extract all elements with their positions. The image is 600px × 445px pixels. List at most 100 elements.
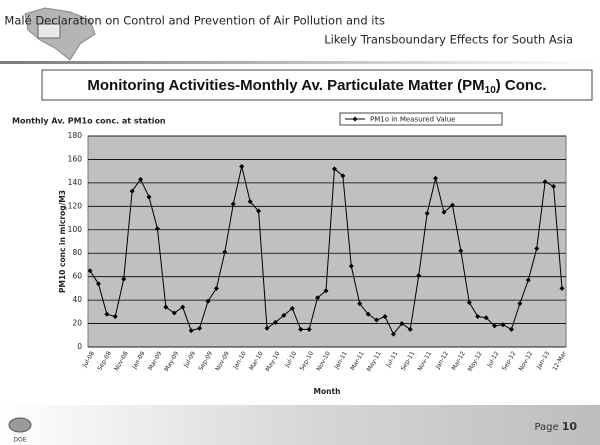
marker — [222, 249, 228, 255]
page-num: 10 — [562, 420, 578, 433]
marker — [87, 268, 93, 274]
x-tick-label: Mar-10 — [248, 350, 265, 372]
page-number: Page 10 — [534, 420, 577, 433]
marker — [331, 166, 337, 172]
plot-area — [87, 135, 567, 348]
chart-title: Monthly Av. PM1o conc. at station — [12, 117, 166, 126]
x-tick-label: Sep-10 — [299, 350, 316, 372]
marker — [315, 295, 321, 301]
marker — [213, 285, 219, 291]
marker — [230, 201, 236, 207]
marker — [441, 209, 447, 215]
marker — [382, 314, 388, 320]
marker — [163, 304, 169, 310]
marker — [323, 288, 329, 294]
marker — [112, 314, 118, 320]
marker — [525, 277, 531, 283]
marker — [433, 175, 439, 181]
y-tick-label: 60 — [72, 272, 82, 281]
heading-sub: 10 — [485, 85, 497, 96]
marker — [264, 325, 270, 331]
marker — [449, 202, 455, 208]
x-tick-label: Jul-10 — [283, 350, 298, 369]
marker — [365, 311, 371, 317]
x-tick-label: Sep-09 — [197, 350, 214, 372]
marker — [407, 326, 413, 332]
marker — [466, 299, 472, 305]
heading-suffix: ) Conc. — [496, 77, 547, 94]
x-tick-label: Jul-12 — [486, 350, 501, 369]
x-tick-label: Sep-11 — [400, 350, 417, 372]
legend-marker — [352, 116, 358, 122]
x-tick-label: Jul-09 — [182, 350, 197, 369]
y-tick-label: 160 — [68, 154, 83, 163]
marker — [188, 328, 194, 334]
x-tick-label: Nov-10 — [315, 350, 332, 372]
footer-bar — [0, 405, 600, 445]
marker — [95, 281, 101, 287]
y-tick-label: 80 — [72, 248, 82, 257]
header-rule — [0, 61, 600, 64]
marker — [121, 276, 127, 282]
x-tick-label: Jan-12 — [434, 350, 450, 371]
marker — [374, 317, 380, 323]
marker — [508, 326, 514, 332]
heading-text: Monitoring Activities-Monthly Av. Partic… — [87, 77, 484, 94]
marker — [171, 310, 177, 316]
marker — [458, 248, 464, 254]
x-tick-label: Nov-11 — [416, 350, 433, 372]
marker — [390, 331, 396, 337]
legend-label: PM1o in Measured Value — [370, 116, 455, 124]
y-tick-label: 180 — [68, 131, 83, 140]
marker — [542, 179, 548, 185]
marker — [399, 321, 405, 327]
x-axis-label: Month — [314, 387, 341, 396]
heading: Monitoring Activities-Monthly Av. Partic… — [87, 77, 546, 96]
x-tick-label: Sep-08 — [96, 350, 113, 372]
x-tick-label: Nov-08 — [113, 350, 130, 372]
x-tick-label: Jan-09 — [131, 350, 147, 371]
marker — [154, 226, 160, 232]
marker — [289, 305, 295, 311]
marker — [104, 311, 110, 317]
x-tick-label: May-09 — [163, 350, 180, 373]
x-tick-label: Mar-12 — [450, 350, 467, 372]
marker — [247, 199, 253, 205]
x-tick-label: Nov-09 — [214, 350, 231, 372]
marker — [298, 326, 304, 332]
marker — [483, 315, 489, 321]
marker — [551, 183, 557, 189]
marker — [281, 312, 287, 318]
x-tick-label: Mar-11 — [349, 350, 366, 372]
x-tick-label: May-12 — [467, 350, 484, 373]
x-tick-label: 12-Mar — [551, 350, 568, 372]
x-tick-label: Sep-12 — [501, 350, 518, 372]
marker — [424, 210, 430, 216]
marker — [129, 188, 135, 194]
x-tick-label: Jul-11 — [384, 350, 399, 369]
x-tick-label: Mar-09 — [147, 350, 164, 372]
marker — [475, 314, 481, 320]
y-tick-label: 0 — [77, 342, 82, 351]
marker — [492, 323, 498, 329]
page-label: Page — [534, 422, 558, 433]
y-axis-label: PM10 conc in microg/M3 — [58, 190, 67, 293]
marker — [340, 173, 346, 179]
marker — [180, 304, 186, 310]
marker — [416, 272, 422, 278]
marker — [357, 301, 363, 307]
x-tick-label: Jul-08 — [81, 350, 96, 369]
marker — [517, 301, 523, 307]
y-tick-label: 20 — [72, 319, 82, 328]
x-tick-label: May-10 — [264, 350, 281, 373]
marker — [534, 246, 540, 252]
y-tick-label: 120 — [68, 201, 83, 210]
marker — [256, 208, 262, 214]
marker — [306, 326, 312, 332]
logo-handshake — [37, 23, 61, 39]
x-tick-label: Jan-13 — [535, 350, 551, 371]
x-tick-label: Nov-12 — [518, 350, 535, 372]
y-tick-label: 40 — [72, 295, 82, 304]
